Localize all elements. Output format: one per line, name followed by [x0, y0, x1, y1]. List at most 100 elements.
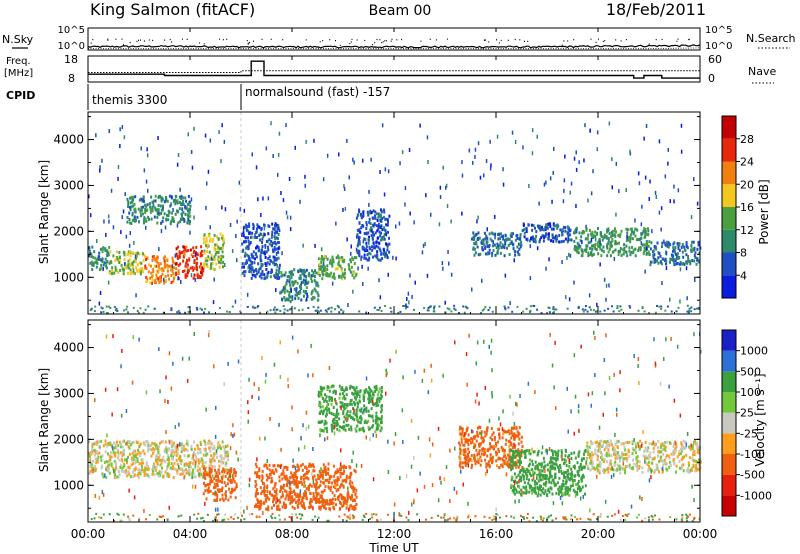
power-cell [355, 247, 358, 252]
velocity-cell [353, 396, 356, 400]
power-cell [643, 310, 646, 313]
power-cell [433, 306, 436, 309]
power-cell [294, 279, 297, 283]
velocity-cell [324, 502, 327, 505]
power-cell [499, 241, 502, 245]
power-cell [587, 254, 590, 257]
power-cell [603, 236, 606, 240]
power-cell [258, 225, 261, 229]
power-cell [595, 248, 598, 251]
velocity-cell [322, 412, 324, 416]
power-cell [213, 277, 215, 282]
velocity-cell [112, 448, 115, 452]
velocity-cell [226, 444, 229, 448]
velocity-cell [351, 486, 353, 489]
power-cell [623, 243, 626, 247]
velocity-cell [90, 451, 93, 455]
power-cell [154, 279, 157, 283]
velocity-cell [320, 500, 323, 504]
power-cell [258, 248, 261, 252]
velocity-cell [142, 442, 145, 446]
power-cell [264, 262, 267, 266]
power-cell [584, 305, 587, 307]
noise-spike [615, 39, 617, 41]
power-cell [594, 237, 597, 242]
power-cell [184, 248, 187, 252]
power-cell [353, 256, 356, 260]
power-cell [129, 250, 132, 254]
power-cell [185, 249, 188, 253]
velocity-cell [336, 488, 339, 492]
power-cell [114, 309, 117, 312]
power-cell [371, 236, 374, 240]
velocity-cell [583, 449, 586, 453]
power-cell [687, 311, 690, 314]
power-cell [377, 227, 380, 231]
velocity-cell [290, 480, 293, 484]
velocity-cell [176, 469, 179, 472]
power-cell [108, 245, 111, 249]
power-cell [611, 234, 614, 238]
velocity-cell [122, 465, 125, 469]
noise-spike [527, 40, 529, 42]
velocity-cell [268, 497, 271, 501]
velocity-cell [283, 476, 286, 480]
noise-spike [140, 39, 141, 41]
power-cell [499, 232, 502, 236]
freq-traces [88, 60, 700, 79]
velocity-cell [287, 498, 290, 501]
velocity-cell [577, 479, 580, 483]
power-cell [310, 277, 313, 281]
velocity-cell [566, 469, 569, 472]
power-cell [584, 123, 586, 128]
velocity-cell [312, 463, 315, 467]
velocity-cell [209, 445, 212, 449]
power-cell [523, 235, 526, 239]
power-cell [175, 209, 178, 213]
velocity-cell [116, 456, 119, 460]
power-cell [131, 263, 134, 266]
power-cell [464, 305, 467, 308]
velocity-cell [332, 464, 335, 468]
power-cell [581, 240, 583, 245]
velocity-cell [272, 500, 274, 504]
velocity-cell [350, 428, 353, 432]
velocity-cell [339, 471, 342, 475]
velocity-cell [140, 465, 143, 468]
power-cell [256, 223, 259, 227]
velocity-cell [328, 407, 331, 411]
power-cell [243, 274, 246, 278]
power-cell [575, 204, 577, 209]
power-cell [552, 239, 555, 243]
noise-spike [350, 41, 352, 43]
power-cell [383, 226, 385, 230]
velocity-cell [272, 495, 275, 499]
power-cell [476, 219, 478, 224]
velocity-cell [203, 439, 206, 443]
velocity-cell [497, 440, 500, 444]
velocity-cell [296, 499, 299, 503]
velocity-cell [464, 448, 467, 452]
power-cell [589, 128, 591, 133]
power-cell [573, 280, 575, 285]
velocity-cell [331, 384, 334, 388]
velocity-cell [491, 461, 493, 465]
power-cell [218, 307, 221, 310]
velocity-cell [104, 442, 107, 446]
power-cell [384, 255, 387, 259]
velocity-cell [207, 442, 210, 446]
power-cell [673, 250, 676, 254]
power-cell [623, 249, 626, 253]
velocity-cell [283, 466, 286, 469]
power-cell [161, 272, 164, 276]
velocity-cell [281, 505, 284, 509]
power-cell [302, 280, 305, 284]
power-cell [477, 253, 480, 257]
power-cell [533, 239, 536, 243]
velocity-cell [330, 402, 333, 406]
velocity-cell [192, 475, 195, 479]
power-cell [523, 227, 526, 231]
velocity-cell [215, 452, 218, 456]
velocity-cell [213, 499, 216, 502]
velocity-cell [493, 447, 495, 451]
